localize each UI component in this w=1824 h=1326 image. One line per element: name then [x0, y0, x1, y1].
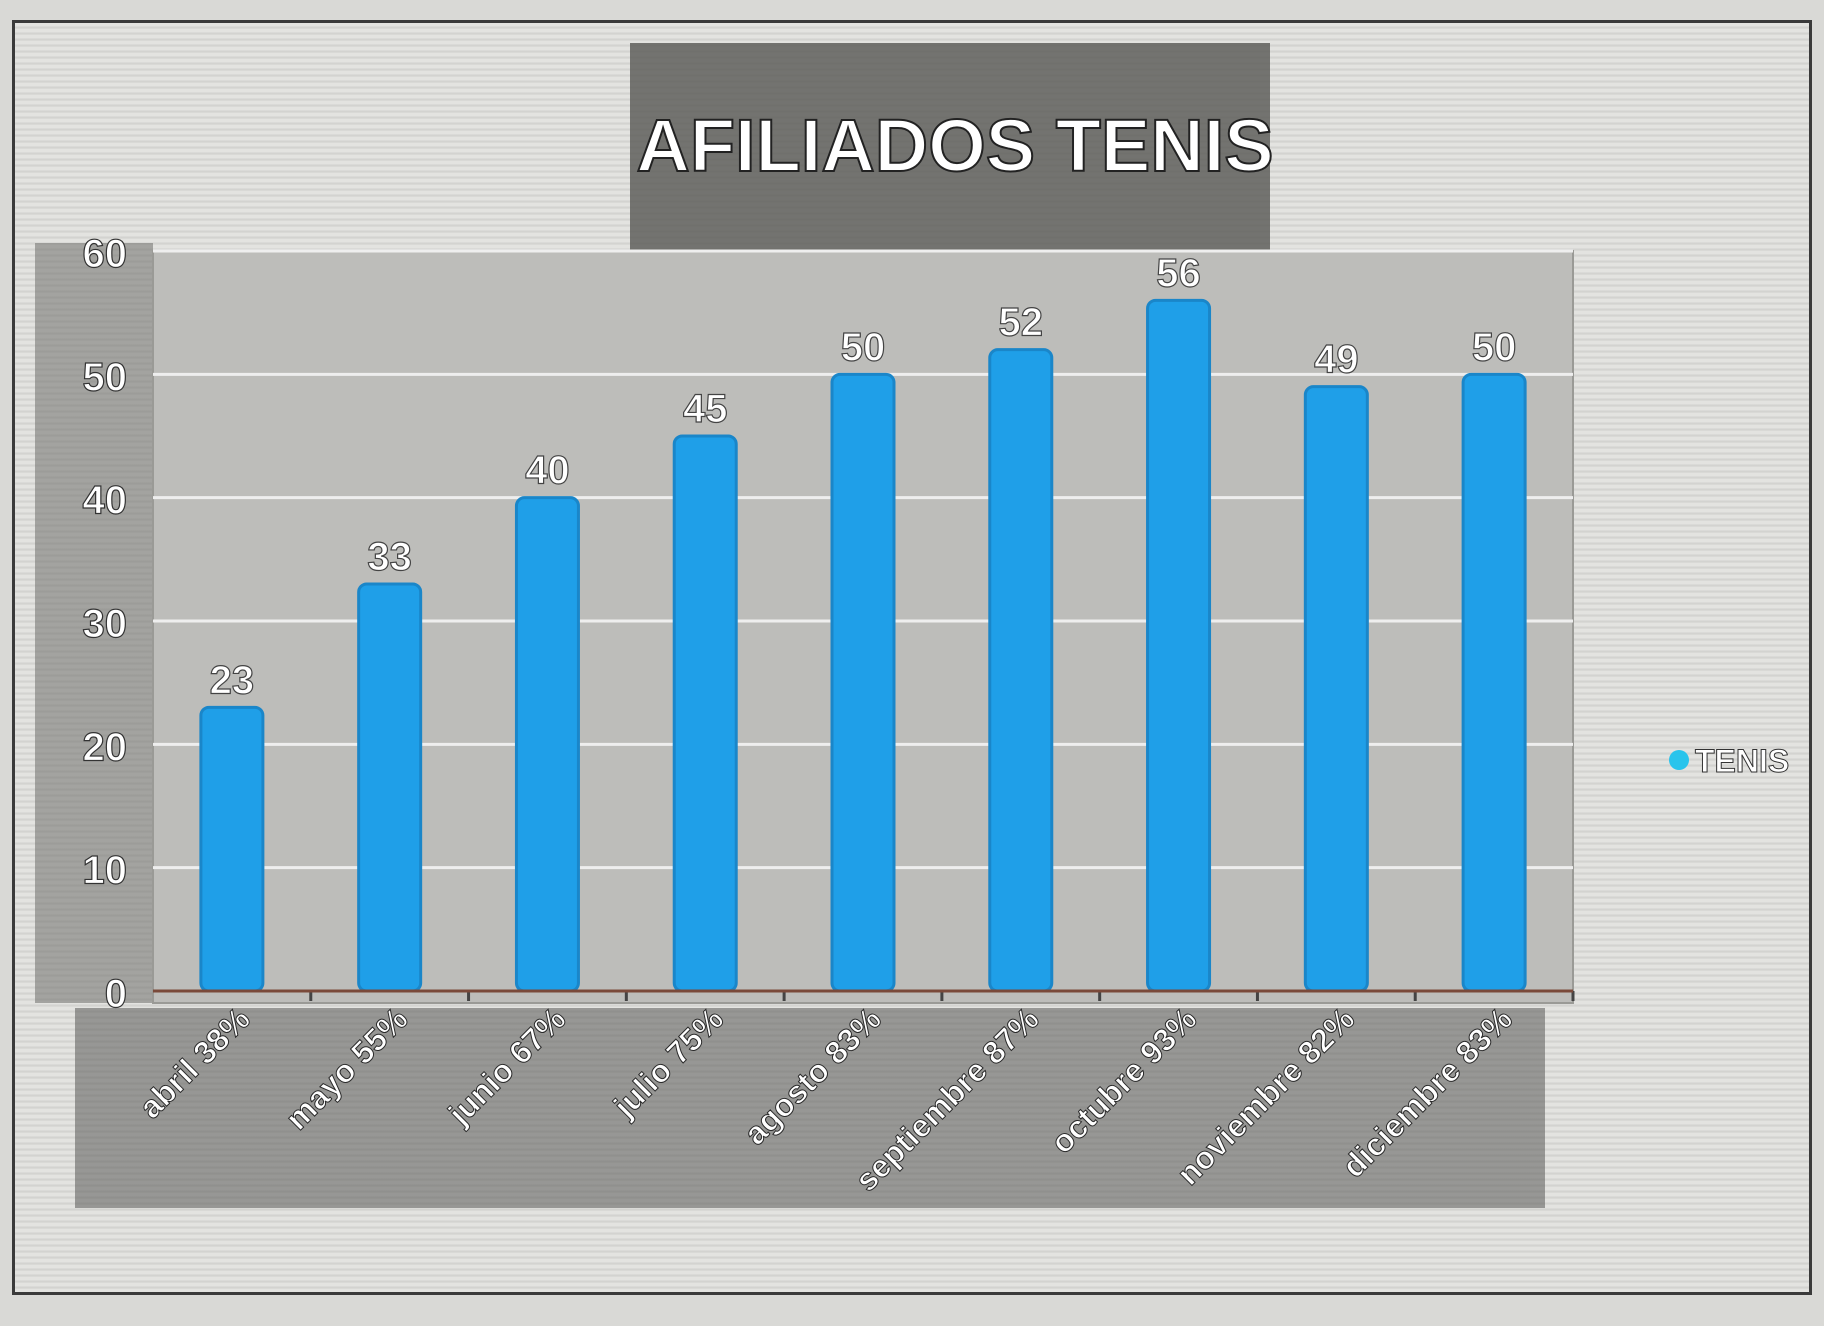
data-label: 40 [525, 449, 570, 493]
x-axis-band [75, 1008, 1545, 1208]
bar [514, 496, 580, 993]
data-label: 50 [841, 325, 886, 369]
y-tick-label: 40 [83, 479, 128, 523]
y-tick-label: 20 [83, 725, 128, 769]
y-axis-band [35, 243, 153, 1003]
data-label: 50 [1472, 325, 1517, 369]
y-tick-label: 30 [83, 602, 128, 646]
data-labels: 23 33 40 45 50 52 56 49 50 [209, 251, 1517, 703]
chart-svg: AFILIADOS TENIS 0 10 20 30 40 50 60 23 33 40 45 50… [35, 43, 1790, 1208]
bar [672, 434, 738, 993]
data-label: 56 [1156, 251, 1201, 295]
data-label: 23 [210, 658, 255, 702]
data-label: 49 [1314, 338, 1359, 382]
y-tick-label: 0 [105, 972, 127, 1016]
data-label: 45 [683, 387, 728, 431]
data-label: 52 [999, 301, 1044, 345]
legend: TENIS [1669, 743, 1790, 780]
bar [830, 372, 896, 993]
bars [199, 298, 1527, 993]
y-tick-label: 10 [83, 849, 128, 893]
bar [1461, 372, 1527, 993]
chart-title: AFILIADOS TENIS [636, 104, 1273, 187]
bar [357, 582, 423, 993]
y-tick-label: 50 [83, 355, 128, 399]
legend-label: TENIS [1695, 743, 1789, 779]
data-label: 33 [367, 535, 412, 579]
bar [988, 348, 1054, 993]
bar [1303, 385, 1369, 993]
y-axis-ticks: 0 10 20 30 40 50 60 [82, 231, 128, 1016]
y-tick-label: 60 [83, 232, 128, 276]
bar [199, 705, 265, 993]
legend-marker [1669, 750, 1689, 770]
chart-frame: AFILIADOS TENIS 0 10 20 30 40 50 60 23 33 40 45 50… [12, 20, 1812, 1295]
title-band [630, 43, 1270, 253]
bar [1146, 298, 1212, 993]
